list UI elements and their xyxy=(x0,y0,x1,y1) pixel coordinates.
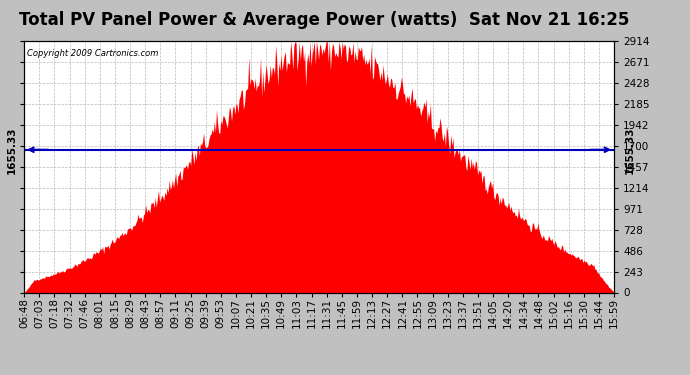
Text: Copyright 2009 Cartronics.com: Copyright 2009 Cartronics.com xyxy=(27,49,159,58)
Text: 1655.33: 1655.33 xyxy=(624,126,635,174)
Text: 1655.33: 1655.33 xyxy=(7,126,17,174)
Text: Total PV Panel Power & Average Power (watts)  Sat Nov 21 16:25: Total PV Panel Power & Average Power (wa… xyxy=(19,11,629,29)
